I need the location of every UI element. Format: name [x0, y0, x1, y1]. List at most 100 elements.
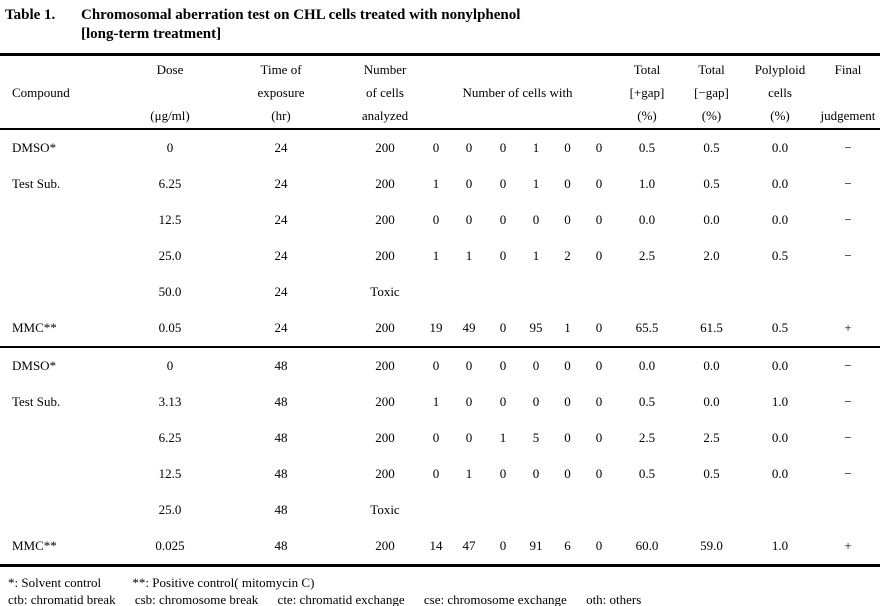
footnote-solvent-control: *: Solvent control: [8, 575, 102, 590]
cell-time-exposure: 48: [274, 358, 288, 373]
cell-judgement: −: [844, 140, 852, 155]
cell-compound: MMC**: [12, 320, 57, 335]
footnote-def-cse: cse: chromosome exchange: [423, 592, 567, 606]
cell-judgement: −: [844, 248, 852, 263]
cell-total-plus-gap: 0.5: [638, 466, 656, 481]
cell-cte: 0: [532, 466, 540, 481]
cell-compound: DMSO*: [12, 358, 57, 373]
cell-gap: 1: [432, 176, 440, 191]
cell-judgement: −: [844, 430, 852, 445]
cell-time-exposure: 24: [274, 176, 288, 191]
cell-total-plus-gap: 2.5: [638, 430, 656, 445]
cell-dose: 12.5: [158, 466, 182, 481]
cell-dose: 0.05: [158, 320, 182, 335]
cell-csb: 0: [499, 320, 507, 335]
cell-total-minus-gap: 0.5: [703, 466, 720, 481]
table-caption-line1: Chromosomal aberration test on CHL cells…: [81, 7, 521, 23]
cell-oth: 0: [595, 320, 603, 335]
cell-csb: 0: [499, 140, 507, 155]
cell-cells-analyzed: 200: [375, 320, 395, 335]
cell-total-minus-gap: [679, 274, 744, 310]
cell-polyploid: [744, 274, 816, 310]
cell-cte: 91: [529, 538, 543, 553]
cell-polyploid: 0.0: [771, 430, 789, 445]
table-section: DMSO* 0 24 200 0 0 0 1 0 0 0.5 0.5 0.0 −…: [0, 130, 880, 346]
header-cells-analyzed: Number of cells analyzed: [361, 62, 409, 123]
cell-polyploid: 0.0: [771, 358, 789, 373]
cell-total-minus-gap: 0.0: [703, 394, 720, 409]
table-row: MMC** 0.05 24 200 19 49 0 95 1 0 65.5 61…: [0, 310, 880, 346]
header-structural-aberrations-group: Number of cells with structural aberrati…: [420, 58, 615, 127]
cell-compound: [0, 456, 128, 492]
cell-cte: 0: [532, 358, 540, 373]
cell-judgement: −: [844, 176, 852, 191]
cell-total-minus-gap: 2.0: [703, 248, 720, 263]
cell-time-exposure: 24: [274, 320, 288, 335]
table-row: 6.25 48 200 0 0 1 5 0 0 2.5 2.5 0.0 −: [0, 420, 880, 456]
table-caption: Table 1. Chromosomal aberration test on …: [0, 0, 880, 44]
cell-total-plus-gap: [615, 492, 679, 528]
cell-total-minus-gap: 0.5: [703, 140, 720, 155]
cell-cells-analyzed: 200: [375, 248, 395, 263]
cell-cells-analyzed: Toxic: [370, 502, 400, 517]
cell-csb: 0: [499, 394, 507, 409]
cell-compound: Test Sub.: [12, 176, 61, 191]
cell-csb: 0: [499, 248, 507, 263]
footnote-def-csb: csb: chromosome break: [134, 592, 259, 606]
cell-total-plus-gap: 0.5: [638, 140, 656, 155]
cell-polyploid: [744, 492, 816, 528]
table-row: 12.5 24 200 0 0 0 0 0 0 0.0 0.0 0.0 −: [0, 202, 880, 238]
table-header: Compound Dose (μg/ml) Time of exposure (…: [0, 56, 880, 130]
cell-time-exposure: 48: [274, 394, 288, 409]
cell-total-minus-gap: 0.0: [703, 212, 720, 227]
cell-gap: 0: [432, 140, 440, 155]
cell-time-exposure: 48: [274, 538, 288, 553]
footnotes: *: Solvent control **: Positive control(…: [8, 574, 880, 606]
cell-time-exposure: 24: [274, 212, 288, 227]
header-compound: Compound: [12, 85, 70, 100]
cell-csb: [486, 492, 520, 528]
cell-ctb: 0: [465, 358, 473, 373]
cell-gap: 1: [432, 394, 440, 409]
table-row: DMSO* 0 24 200 0 0 0 1 0 0 0.5 0.5 0.0 −: [0, 130, 880, 166]
cell-judgement: −: [844, 212, 852, 227]
cell-csb: 0: [499, 538, 507, 553]
cell-total-plus-gap: 65.5: [635, 320, 659, 335]
cell-oth: 0: [595, 394, 603, 409]
cell-gap: 19: [429, 320, 443, 335]
header-final-judgement: Final judgement: [820, 62, 876, 123]
cell-cse: 0: [564, 394, 571, 409]
cell-compound: Test Sub.: [12, 394, 61, 409]
cell-cte: 1: [532, 140, 540, 155]
cell-cte: 0: [532, 212, 540, 227]
cell-cells-analyzed: Toxic: [370, 284, 400, 299]
footnote-def-cte: cte: chromatid exchange: [277, 592, 405, 606]
cell-compound: [0, 274, 128, 310]
cell-gap: 0: [432, 430, 440, 445]
cell-oth: 0: [595, 176, 603, 191]
cell-ctb: 47: [462, 538, 476, 553]
cell-gap: 1: [432, 248, 440, 263]
table-row: DMSO* 0 48 200 0 0 0 0 0 0 0.0 0.0 0.0 −: [0, 348, 880, 384]
cell-polyploid: 0.5: [771, 248, 789, 263]
cell-csb: 0: [499, 212, 507, 227]
cell-dose: 6.25: [158, 176, 182, 191]
footnote-def-ctb: ctb: chromatid break: [8, 592, 116, 606]
cell-polyploid: 0.0: [771, 176, 789, 191]
cell-time-exposure: 24: [274, 284, 288, 299]
cell-judgement: −: [844, 358, 852, 373]
footnote-positive-control: **: Positive control( mitomycin C): [132, 575, 315, 590]
cell-dose: 25.0: [158, 502, 182, 517]
cell-dose: 6.25: [158, 430, 182, 445]
cell-cells-analyzed: 200: [375, 538, 395, 553]
cell-cse: [552, 274, 583, 310]
cell-gap: 0: [432, 466, 440, 481]
cell-ctb: 0: [465, 140, 473, 155]
cell-cse: 1: [564, 320, 571, 335]
cell-compound: [0, 420, 128, 456]
cell-ctb: [452, 274, 486, 310]
cell-total-minus-gap: 0.0: [703, 358, 720, 373]
cell-total-minus-gap: 2.5: [703, 430, 720, 445]
cell-oth: 0: [595, 358, 603, 373]
cell-dose: 0: [166, 358, 174, 373]
